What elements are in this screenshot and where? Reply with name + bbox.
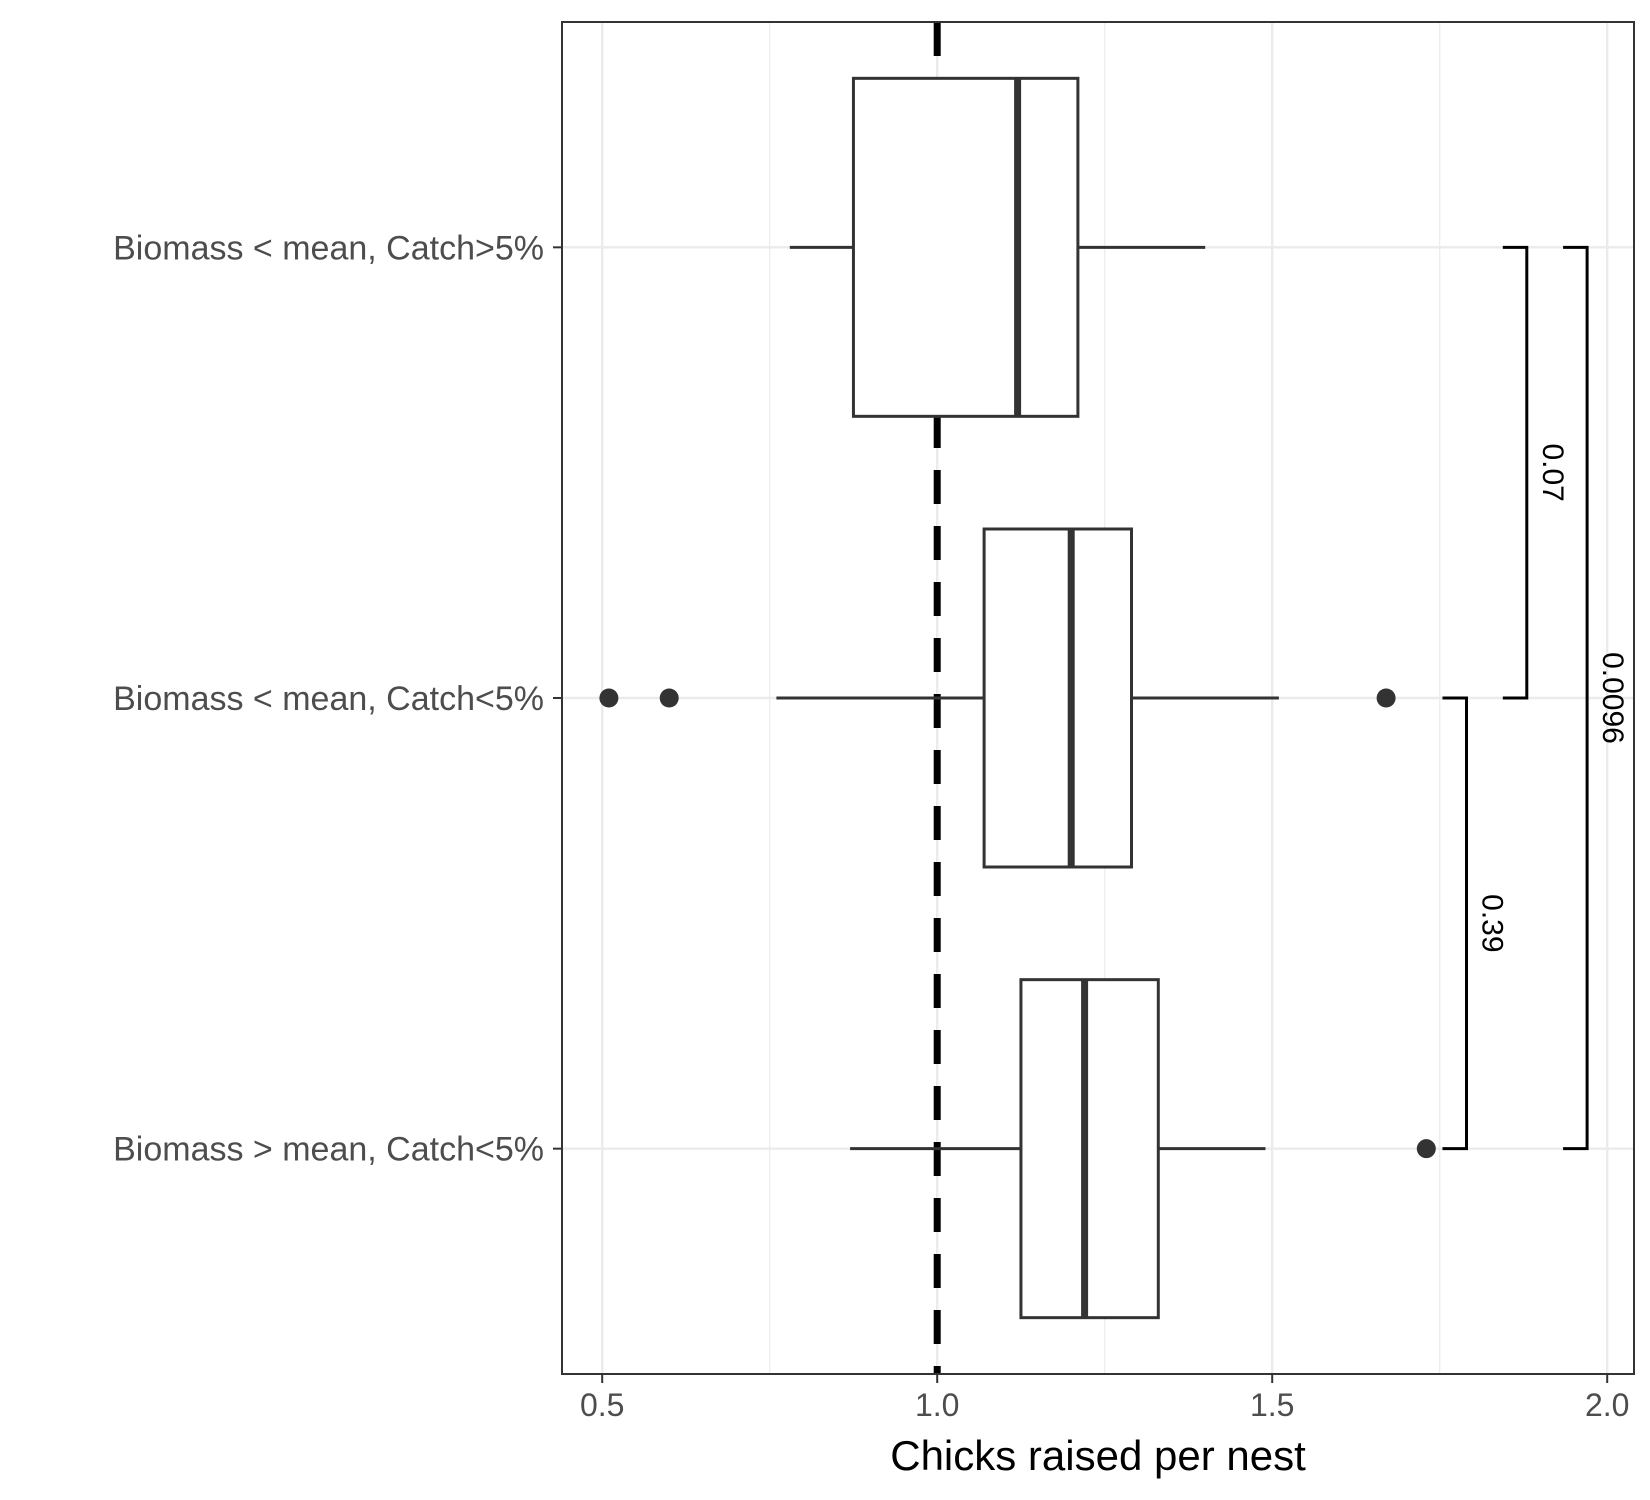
box-iqr bbox=[982, 527, 1133, 869]
category-label: Biomass < mean, Catch>5% bbox=[113, 229, 544, 267]
x-tick-label: 1.5 bbox=[1250, 1387, 1294, 1423]
comparisons-layer: 0.07 0.39 0.0096 bbox=[1442, 245, 1629, 1151]
boxes-layer bbox=[599, 76, 1436, 1320]
outlier-point bbox=[659, 688, 679, 708]
comparison-bracket bbox=[1502, 245, 1529, 700]
comparison-bracket bbox=[1563, 245, 1589, 1151]
box-iqr bbox=[1019, 978, 1160, 1320]
x-axis-title: Chicks raised per nest bbox=[890, 1432, 1306, 1479]
p-value-label: 0.07 bbox=[1536, 443, 1569, 501]
category-label: Biomass < mean, Catch<5% bbox=[113, 680, 544, 718]
p-value-label: 0.39 bbox=[1476, 894, 1509, 952]
outlier-point bbox=[599, 688, 619, 708]
x-tick-label: 0.5 bbox=[580, 1387, 624, 1423]
outlier-point bbox=[1376, 688, 1396, 708]
outlier-point bbox=[1416, 1139, 1436, 1159]
x-tick-label: 2.0 bbox=[1585, 1387, 1629, 1423]
p-value-label: 0.0096 bbox=[1596, 652, 1629, 744]
axes-layer: 0.5 1.0 1.5 2.0 Biomass < mean, Catch>5% Biom… bbox=[113, 229, 1629, 1423]
category-label: Biomass > mean, Catch<5% bbox=[113, 1131, 544, 1169]
box-iqr bbox=[851, 76, 1080, 418]
x-tick-label: 1.0 bbox=[915, 1387, 959, 1423]
comparison-bracket bbox=[1442, 696, 1468, 1151]
